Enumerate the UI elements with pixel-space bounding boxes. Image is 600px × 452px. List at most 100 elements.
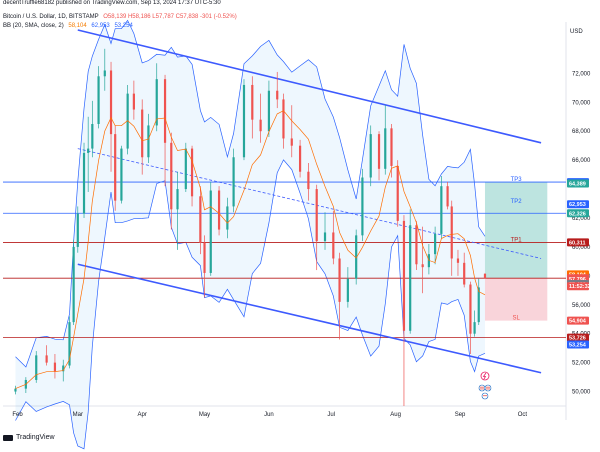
countdown-text: 11:52:32: [569, 284, 591, 290]
bollinger-upper-line: [15, 19, 486, 368]
candle-body: [103, 70, 106, 77]
candle-body: [463, 262, 466, 285]
candle-body: [45, 355, 48, 363]
candle-body: [217, 190, 221, 230]
footer-brand[interactable]: TradingView: [3, 434, 55, 441]
symbol-legend[interactable]: Bitcoin / U.S. Dollar, 1D, BITSTAMP O58,…: [3, 14, 240, 20]
bb-basis-value: 58,104: [68, 23, 87, 29]
candle-2024-04-25: [190, 145, 194, 207]
x-tick-may: May: [199, 412, 210, 418]
candle-body: [396, 165, 399, 221]
zone-label-tp2: TP2: [511, 199, 523, 205]
candle-body: [170, 142, 173, 210]
stop-zone: [484, 278, 548, 321]
candle-2024-08-14: [421, 226, 424, 294]
candle-2024-03-19: [114, 125, 117, 211]
channel-upper-line: [77, 29, 542, 144]
candle-2024-05-12: [226, 197, 229, 239]
candle-2024-08-11: [415, 220, 418, 271]
candle-2024-08-26: [446, 181, 449, 210]
candle-2024-04-18: [176, 171, 179, 250]
candle-body: [434, 233, 437, 255]
candle-2024-07-20: [369, 125, 372, 187]
candle-body: [377, 134, 381, 169]
candle-2024-05-04: [209, 181, 212, 276]
candle-body: [346, 278, 349, 302]
candle-2024-04-29: [199, 186, 202, 255]
candle-body: [53, 362, 57, 372]
candle-body: [402, 220, 406, 331]
lightning-event-icon: [480, 371, 490, 381]
publisher-text: decentTruffle68182 published on TradingV…: [3, 0, 221, 6]
candle-body: [35, 355, 38, 380]
candle-2024-09-08: [473, 310, 476, 337]
candle-body: [72, 246, 75, 323]
candle-2024-05-15: [232, 148, 235, 213]
price-tag-box: [567, 179, 589, 188]
flag-stripe: [485, 388, 490, 390]
candle-body: [369, 134, 372, 178]
candle-body: [68, 322, 71, 366]
bollinger-lower-line: [15, 159, 486, 450]
candle-2024-05-08: [217, 186, 221, 236]
candle-2024-03-25: [126, 84, 129, 155]
currency-label: USD: [570, 29, 583, 35]
candle-body: [199, 196, 202, 243]
candle-2024-08-23: [440, 176, 443, 239]
candle-2024-07-24: [377, 131, 381, 181]
bb-legend[interactable]: BB (20, SMA, close, 2) 58,104 62,953 53,…: [3, 23, 136, 29]
candle-2024-07-27: [384, 105, 387, 175]
candle-2024-07-13: [355, 229, 358, 285]
x-tick-feb: Feb: [12, 412, 23, 418]
candle-2024-03-01: [76, 206, 79, 253]
candle-body: [483, 273, 487, 279]
channel-lower-line: [77, 263, 542, 374]
y-tick-70000: 70,000: [572, 100, 591, 106]
bb-lower-value: 53,254: [114, 23, 133, 29]
x-tick-mar: Mar: [73, 412, 83, 418]
candle-body: [87, 148, 90, 153]
price-tag-text: 57,796: [569, 277, 586, 283]
candle-2024-08-08: [409, 209, 412, 334]
candle-2024-07-16: [361, 168, 364, 242]
candle-2024-05-01: [203, 235, 206, 298]
x-tick-aug: Aug: [390, 412, 401, 418]
x-tick-jun: Jun: [264, 412, 274, 418]
y-tick-68000: 68,000: [572, 129, 591, 135]
candle-2024-06-16: [298, 139, 302, 178]
candle-2024-03-17: [109, 61, 113, 172]
candle-2024-08-20: [434, 226, 437, 265]
price-tag-9: 54,904: [567, 316, 589, 325]
symbol-title: Bitcoin / U.S. Dollar, 1D, BITSTAMP: [3, 14, 99, 20]
bb-upper-value: 62,953: [91, 23, 110, 29]
price-tag-box: [567, 316, 589, 325]
x-tick-oct: Oct: [518, 412, 528, 418]
candle-body: [190, 148, 194, 197]
price-tag-text: 62,326: [569, 211, 586, 217]
candle-body: [163, 79, 167, 143]
candle-body: [276, 90, 279, 100]
candle-body: [141, 109, 144, 158]
candle-body: [450, 206, 453, 259]
candle-body: [14, 388, 17, 392]
candle-body: [203, 242, 206, 273]
candle-body: [114, 134, 117, 201]
bb-title: BB (20, SMA, close, 2): [3, 23, 64, 29]
candle-body: [184, 148, 187, 190]
ohlc-values: O58,139 H58,186 L57,787 C57,838 -301 (-0…: [103, 14, 237, 20]
candle-body: [390, 128, 393, 166]
candle-2024-01-31: [14, 385, 17, 395]
price-tag-box: [567, 333, 589, 342]
candle-2024-09-13: [483, 273, 487, 279]
candle-2024-05-24: [251, 76, 254, 139]
price-tag-box: [567, 209, 589, 218]
candle-body: [76, 213, 79, 247]
candle-body: [109, 70, 113, 135]
candle-body: [226, 206, 229, 230]
brand-text: TradingView: [16, 434, 55, 441]
candle-body: [282, 99, 285, 139]
candle-body: [323, 232, 327, 242]
candle-body: [298, 145, 302, 172]
candle-body: [315, 189, 318, 242]
